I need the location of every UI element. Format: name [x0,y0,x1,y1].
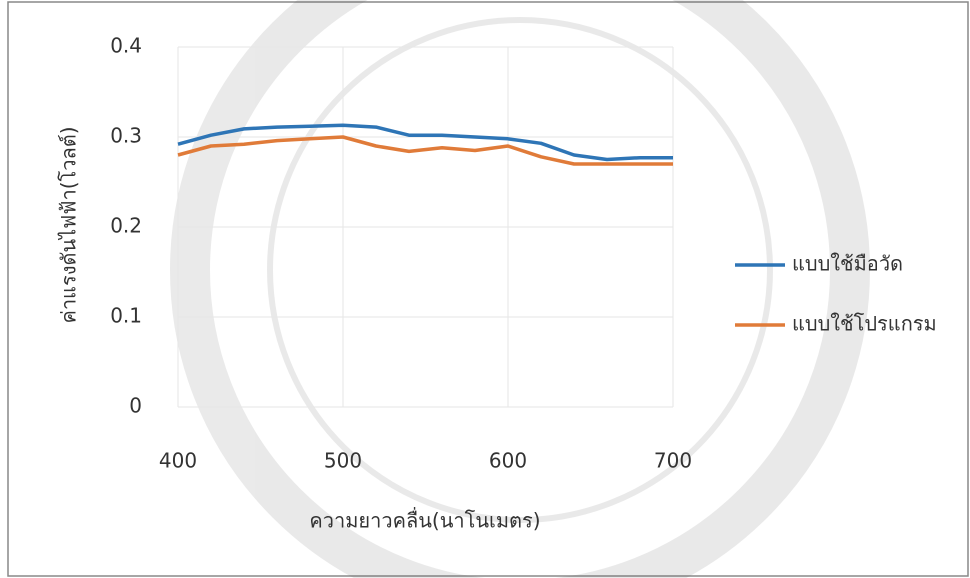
y-tick-label: 0.2 [110,214,142,238]
y-tick-label: 0.1 [110,304,142,328]
watermark [170,0,870,578]
y-tick-label: 0.3 [110,124,142,148]
legend-label: แบบใช้มือวัด [792,252,903,276]
y-tick-label: 0 [129,394,142,418]
x-axis-label: ความยาวคลื่น(นาโนเมตร) [309,507,540,533]
x-tick-label: 400 [159,449,197,473]
y-axis-label: ค่าแรงดันไฟฟ้า(โวลต์) [57,126,81,323]
data-line [177,123,673,162]
x-tick-label: 700 [654,449,692,473]
x-tick-label: 500 [324,449,362,473]
x-tick-label: 600 [489,449,527,473]
data-line [177,135,673,166]
legend-label: แบบใช้โปรแกรม [792,312,937,336]
chart-frame [7,1,969,577]
y-tick-label: 0.4 [110,34,142,58]
